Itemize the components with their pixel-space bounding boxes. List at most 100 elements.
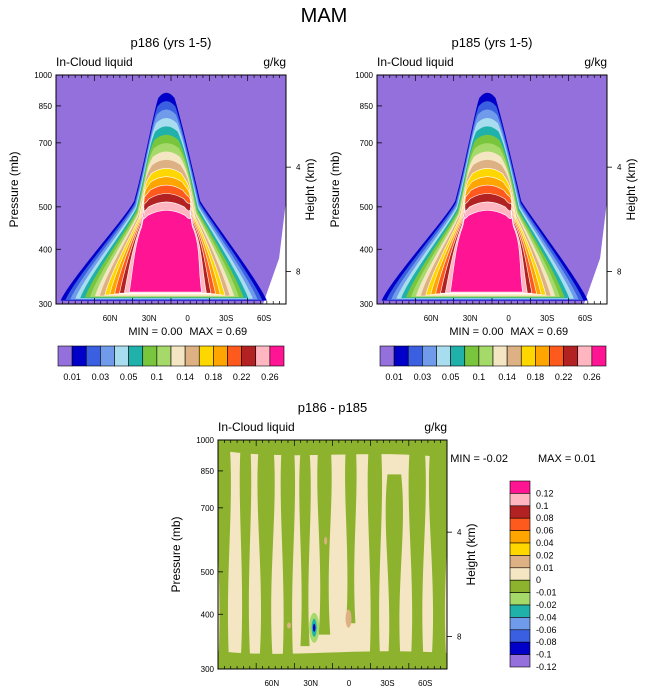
diff-colorbar-label: -0.04 <box>536 612 557 622</box>
x-tick-label: 60S <box>418 679 432 688</box>
panel-p185: p185 (yrs 1-5) In-Cloud liquid g/kg 300 400 5… <box>328 35 638 382</box>
colorbar-box <box>213 345 228 367</box>
x-tick-label: 30S <box>219 314 233 323</box>
y-tick-label: 700 <box>360 139 374 148</box>
right-tick-label: 4 <box>457 528 462 537</box>
y-tick-label: 850 <box>360 102 374 111</box>
diff-colorbar-label: -0.1 <box>536 650 552 660</box>
colorbar-box <box>128 345 144 367</box>
x-tick-label: 0 <box>506 314 511 323</box>
diff-colorbar-box <box>509 617 531 631</box>
x-tick-label: 0 <box>185 314 190 323</box>
y-tick-label: 700 <box>39 139 53 148</box>
colorbar-box <box>393 345 409 367</box>
colorbar-box <box>563 345 579 367</box>
y-tick-label: 500 <box>201 568 215 577</box>
x-tick-label: 0 <box>347 679 352 688</box>
contour-field <box>56 75 286 304</box>
diff-colorbar-label: -0.12 <box>536 662 557 672</box>
diff-colorbar-label: 0.08 <box>536 513 554 523</box>
diff-negative-streak <box>299 451 311 647</box>
y-tick-label: 700 <box>201 504 215 513</box>
panel-title: p186 - p185 <box>298 400 367 415</box>
diff-colorbar-box <box>509 579 531 593</box>
left-string: In-Cloud liquid <box>56 55 133 69</box>
diff-negative-streak <box>257 440 275 665</box>
left-string: In-Cloud liquid <box>218 420 295 434</box>
x-tick-label: 60N <box>264 679 279 688</box>
y-axis-label: Pressure (mb) <box>7 151 21 227</box>
contour-level-15 <box>128 210 203 293</box>
colorbar-label: 0.1 <box>151 372 164 382</box>
colorbar-label: 0.18 <box>205 372 223 382</box>
diff-colorbar-box <box>509 592 531 606</box>
diff-colorbar-box <box>509 654 531 668</box>
y-tick-label: 300 <box>360 300 374 309</box>
y-tick-label: 300 <box>39 300 53 309</box>
diff-negative-streak <box>408 440 426 669</box>
diff-negative-streak <box>385 474 403 669</box>
colorbar-box <box>198 345 214 367</box>
colorbar-box <box>549 345 564 367</box>
contour-field <box>377 75 607 304</box>
panel-title: p186 (yrs 1-5) <box>131 35 212 50</box>
colorbar-box <box>464 345 480 367</box>
colorbar-label: 0.03 <box>414 372 432 382</box>
diff-colorbar-label: 0.04 <box>536 538 554 548</box>
diff-top-band <box>218 440 447 458</box>
colorbar-box <box>478 345 494 367</box>
x-tick-label: 60S <box>257 314 271 323</box>
diff-colorbar-label: -0.08 <box>536 637 557 647</box>
colorbar-box <box>422 345 437 367</box>
diff-negative-streak <box>345 440 357 624</box>
y-tick-label: 300 <box>201 665 215 674</box>
diff-colorbar-label: -0.01 <box>536 588 557 598</box>
diff-colorbar-box <box>509 555 531 569</box>
colorbar-box <box>100 345 115 367</box>
y-axis-right-label: Height (km) <box>624 158 638 220</box>
diff-colorbar-box <box>509 530 531 544</box>
x-tick-label: 30N <box>303 679 318 688</box>
min-label: MIN = 0.00 <box>128 326 182 338</box>
diff-colorbar-box <box>509 517 531 531</box>
right-tick-label: 4 <box>296 163 301 172</box>
colorbar-label: 0.1 <box>473 372 486 382</box>
diff-colorbar-box <box>509 641 531 655</box>
left-string: In-Cloud liquid <box>377 55 454 69</box>
x-tick-label: 60S <box>578 314 592 323</box>
colorbar-box <box>184 345 200 367</box>
colorbar-label: 0.01 <box>385 372 403 382</box>
diff-colorbar-label: 0.01 <box>536 563 554 573</box>
max-label: MAX = 0.01 <box>538 453 596 465</box>
max-label: MAX = 0.69 <box>189 326 247 338</box>
x-tick-label: 60N <box>424 314 439 323</box>
colorbar-box <box>492 345 508 367</box>
y-axis-label: Pressure (mb) <box>169 516 183 592</box>
y-axis-right-label: Height (km) <box>303 158 317 220</box>
colorbar-box <box>85 345 101 367</box>
colorbar-box <box>114 345 129 367</box>
colorbar-label: 0.22 <box>233 372 251 382</box>
colorbar-box <box>142 345 158 367</box>
colorbar-label: 0.05 <box>120 372 138 382</box>
colorbar-label: 0.03 <box>92 372 110 382</box>
diff-colorbar-label: 0 <box>536 575 541 585</box>
y-tick-label: 1000 <box>34 71 52 80</box>
diff-negative-streak <box>367 440 383 669</box>
colorbar-label: 0.01 <box>63 372 81 382</box>
diff-negative-streak <box>239 440 252 658</box>
x-tick-label: 30N <box>142 314 157 323</box>
y-tick-label: 400 <box>201 610 215 619</box>
colorbar-box <box>407 345 423 367</box>
diff-positive-blob <box>324 536 328 545</box>
right-tick-label: 8 <box>457 632 462 641</box>
x-tick-label: 60N <box>103 314 118 323</box>
colorbar-box <box>156 345 172 367</box>
colorbar-label: 0.14 <box>498 372 516 382</box>
right-tick-label: 8 <box>296 267 301 276</box>
diff-colorbar-box <box>509 604 531 618</box>
y-axis-label: Pressure (mb) <box>328 151 342 227</box>
diff-colorbar-label: 0.1 <box>536 501 549 511</box>
